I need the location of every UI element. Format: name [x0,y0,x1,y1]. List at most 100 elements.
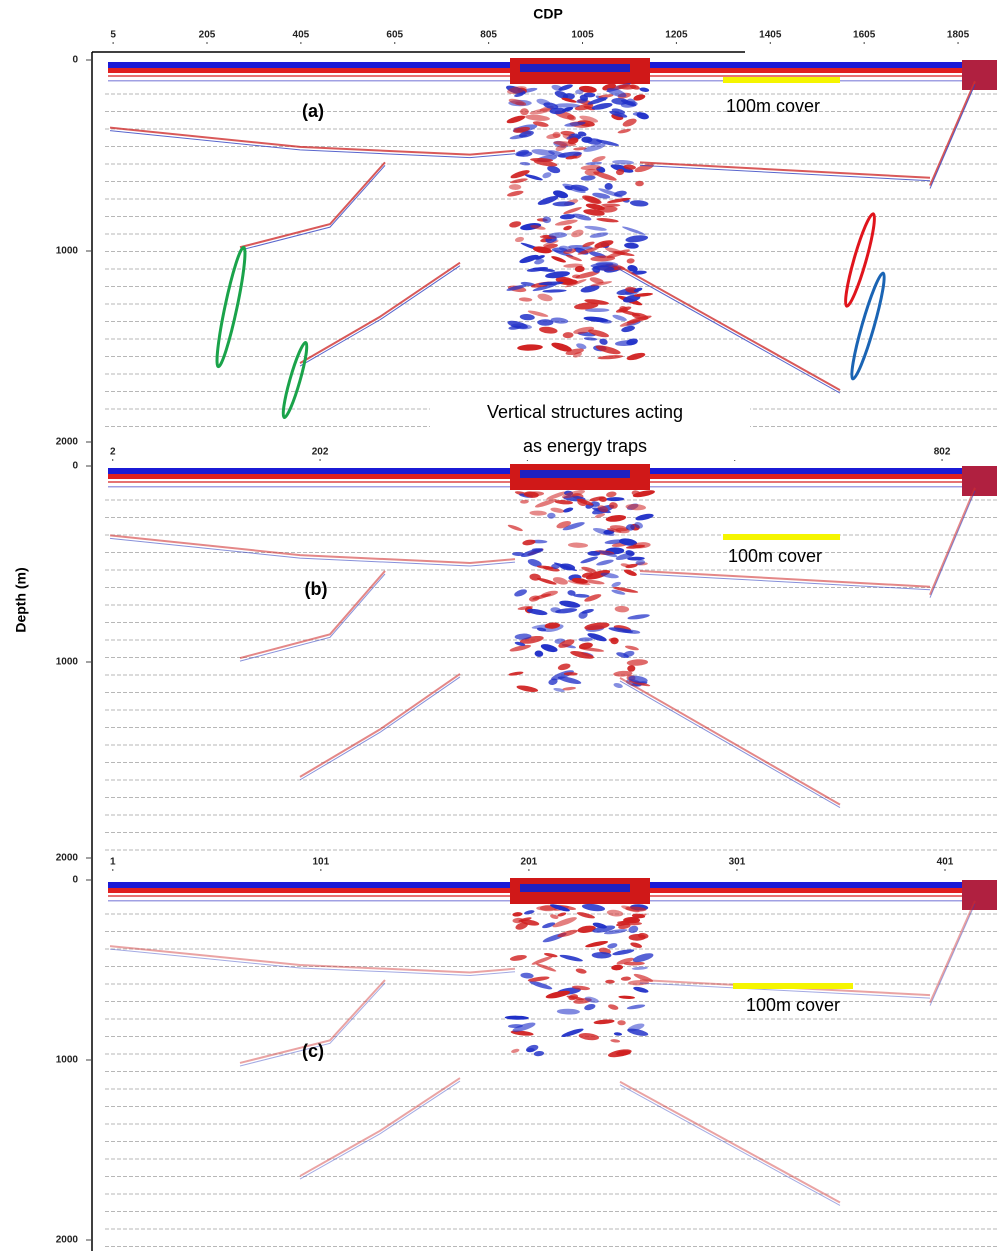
reflection [555,608,578,614]
reflection [633,973,654,982]
reflection [609,502,618,509]
reflection [603,929,628,935]
reflection [520,499,529,504]
reflection [614,190,627,197]
reflector [639,573,931,591]
reflection [606,249,630,259]
scale-bar-label: 100m cover [746,995,840,1015]
reflection [575,271,600,279]
reflection [581,566,597,573]
reflection [625,906,647,912]
reflection [607,197,631,204]
reflection [565,155,578,160]
reflection [562,522,585,531]
reflection [571,229,584,238]
reflection [595,345,621,355]
reflection [567,590,576,596]
reflection [587,551,601,556]
reflection [632,490,655,498]
reflection [559,954,583,962]
reflection [557,929,578,938]
y-tick-label: 2000 [56,853,79,864]
x-tick-label: 605 [386,30,403,41]
reflection [548,232,568,238]
reflection [583,337,598,341]
reflection [507,86,527,94]
reflection [552,201,575,207]
reflection [592,192,611,199]
reflection [611,589,626,595]
reflection [550,914,559,920]
x-tick-label: 802 [934,447,951,458]
reflection [523,910,535,915]
reflection [625,503,647,511]
reflection [617,1020,626,1026]
reflection [594,240,614,248]
reflection [536,565,554,570]
x-tick-label: 405 [293,30,310,41]
reflection [584,308,610,313]
reflection [520,108,529,116]
reflection [536,905,558,911]
reflection [635,559,646,566]
reflection [529,108,552,115]
reflection [562,332,574,339]
reflection [625,524,635,531]
reflection [629,200,649,207]
reflection [584,996,599,1003]
reflection [516,151,533,157]
y-tick-label: 0 [72,875,78,886]
reflection [562,507,574,513]
reflector [109,948,516,976]
reflection [631,966,649,970]
x-tick-label: 1205 [665,30,688,41]
reflection [616,1050,631,1056]
reflection [593,171,617,181]
reflection [519,314,535,321]
reflection [561,1028,584,1037]
reflection [525,114,550,121]
surface-block [520,64,630,72]
reflection [573,593,590,598]
reflection [554,500,574,505]
x-tick-label: 5 [110,30,116,41]
reflection [590,281,612,287]
reflection [610,1039,621,1043]
x-tick-label: 205 [199,30,216,41]
highlight-ellipse [850,271,886,381]
reflection [628,980,650,986]
reflection [532,267,556,272]
surface-block [520,884,630,892]
reflection [514,589,527,597]
scale-bar-label: 100m cover [728,546,822,566]
reflection [605,515,627,522]
reflection [626,1004,646,1010]
reflection [548,678,558,685]
scale-bar-label: 100m cover [726,96,820,116]
reflection [618,309,641,317]
reflection [634,522,643,529]
reflection [584,196,601,204]
reflector [109,130,516,159]
y-axis-label: Depth (m) [13,567,29,632]
y-tick-label: 0 [72,55,78,66]
reflection [617,920,642,926]
reflection [562,686,576,691]
reflection [549,904,570,912]
reflection [575,968,587,974]
reflection [509,221,522,228]
reflection [551,342,572,352]
reflection [639,87,650,92]
reflection [509,178,528,184]
reflector [239,982,386,1067]
reflection [563,225,572,231]
reflector [299,261,461,364]
reflection [540,644,558,653]
reflection [591,102,613,110]
reflection [562,183,586,194]
reflector [299,676,461,781]
reflection [583,92,596,98]
sections [92,54,997,1251]
reflection [506,115,526,124]
